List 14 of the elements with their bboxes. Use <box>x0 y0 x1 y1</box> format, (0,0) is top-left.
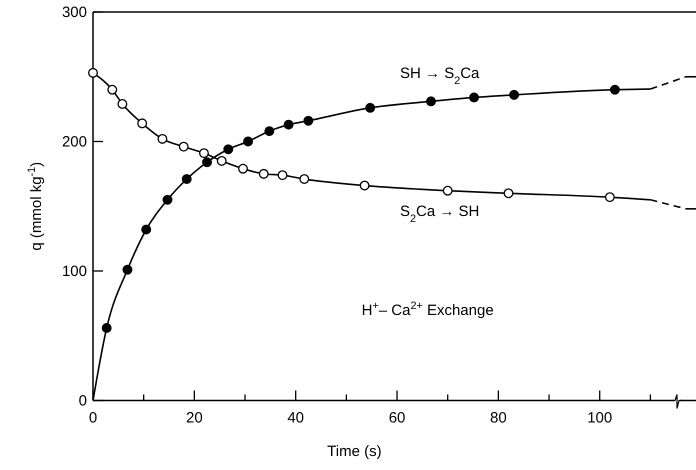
annotation: SH → S$_{2}$Ca <box>400 65 480 88</box>
y-tick-label: 200 <box>62 134 87 150</box>
x-tick-label: 80 <box>490 410 507 426</box>
annotation: H$^{+}$– Ca$^{2+}$ Exchange <box>362 300 494 320</box>
annotation: S$_{2}$Ca → SH <box>400 202 480 225</box>
x-tick-label: 0 <box>88 410 98 426</box>
x-tick-label: 100 <box>587 410 612 426</box>
x-tick-label: 60 <box>388 410 406 426</box>
x-tick-label: 20 <box>186 410 203 426</box>
x-tick-label: 40 <box>287 410 304 426</box>
y-tick-label: 300 <box>62 4 87 21</box>
y-tick-label: 0 <box>78 392 87 410</box>
x-axis-title: Time (s) <box>327 443 382 460</box>
y-tick-label: 100 <box>62 263 87 280</box>
